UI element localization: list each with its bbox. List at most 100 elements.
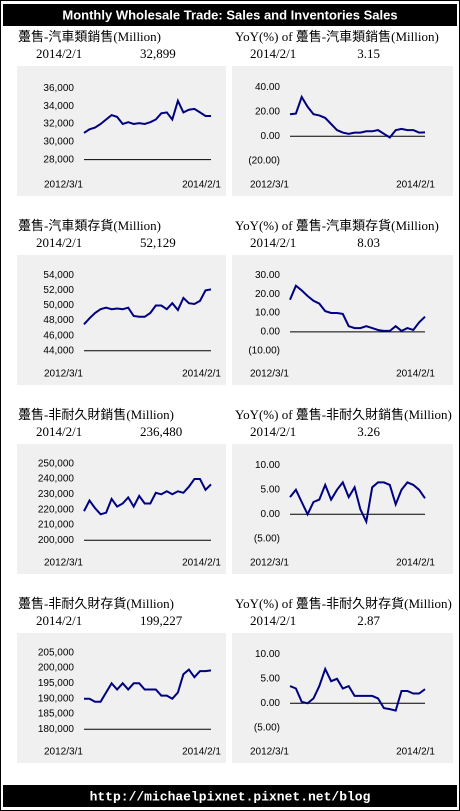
latest-value: 3.26	[357, 424, 380, 439]
data-line	[289, 284, 426, 333]
y-tick-label: 185,000	[38, 709, 75, 720]
latest-date: 2014/2/1	[36, 613, 82, 628]
y-tick-label: 250,000	[38, 458, 75, 469]
chart-title: 躉售-汽車類銷售(Million)	[18, 29, 161, 44]
header-title: Monthly Wholesale Trade: Sales and Inven…	[62, 7, 397, 22]
x-tick-label: 2014/2/1	[396, 558, 435, 569]
footer-bar	[3, 785, 457, 807]
y-tick-label: 195,000	[38, 678, 75, 689]
y-tick-label: 240,000	[38, 474, 75, 485]
x-tick-label: 2012/3/1	[44, 747, 83, 758]
y-tick-label: 40.00	[255, 82, 280, 93]
x-tick-label: 2012/3/1	[44, 180, 83, 191]
header-bar	[3, 4, 457, 26]
data-line	[84, 668, 212, 703]
y-tick-label: 10.00	[255, 308, 280, 319]
y-tick-label: (20.00)	[248, 155, 280, 166]
chart-title: 躉售-非耐久財存貨(Million)	[18, 596, 174, 611]
latest-date: 2014/2/1	[250, 46, 296, 61]
latest-date: 2014/2/1	[250, 613, 296, 628]
plot-box	[232, 444, 453, 574]
x-tick-label: 2014/2/1	[396, 369, 435, 380]
y-tick-label: 0.00	[261, 131, 281, 142]
latest-date: 2014/2/1	[36, 46, 82, 61]
y-tick-label: (5.00)	[254, 722, 280, 733]
data-line	[83, 288, 212, 325]
chart-title: YoY(%) of 躉售-汽車類存貨(Million)	[235, 218, 439, 233]
y-tick-label: 50,000	[43, 300, 74, 311]
y-tick-label: 5.00	[261, 484, 281, 495]
y-tick-label: 20.00	[255, 289, 280, 300]
plot-box	[17, 255, 226, 385]
y-tick-label: 5.00	[261, 673, 281, 684]
x-tick-label: 2012/3/1	[44, 369, 83, 380]
data-line	[83, 478, 212, 516]
plot-box	[232, 633, 453, 763]
y-tick-label: 10.00	[255, 649, 280, 660]
latest-value: 8.03	[357, 235, 380, 250]
chart-title: YoY(%) of 躉售-汽車類銷售(Million)	[235, 29, 439, 44]
plot-box	[17, 633, 226, 763]
y-tick-label: 32,000	[43, 119, 74, 130]
y-tick-label: 52,000	[43, 285, 74, 296]
latest-date: 2014/2/1	[36, 235, 82, 250]
data-line	[83, 98, 211, 134]
y-tick-label: 210,000	[38, 520, 75, 531]
y-tick-label: (10.00)	[248, 345, 280, 356]
latest-date: 2014/2/1	[250, 424, 296, 439]
data-line	[289, 94, 426, 139]
y-tick-label: 180,000	[38, 724, 75, 735]
y-tick-label: 190,000	[38, 693, 75, 704]
y-tick-label: 34,000	[43, 101, 74, 112]
latest-date: 2014/2/1	[36, 424, 82, 439]
chart-title: YoY(%) of 躉售-非耐久財存貨(Million)	[235, 596, 452, 611]
y-tick-label: 200,000	[38, 663, 75, 674]
x-tick-label: 2014/2/1	[182, 558, 221, 569]
latest-value: 199,227	[140, 613, 183, 628]
y-tick-label: 200,000	[38, 535, 75, 546]
chart-title: 躉售-汽車類存貨(Million)	[18, 218, 161, 233]
y-tick-label: 30.00	[255, 270, 280, 281]
x-tick-label: 2014/2/1	[396, 180, 435, 191]
x-tick-label: 2012/3/1	[250, 558, 289, 569]
chart-title: 躉售-非耐久財銷售(Million)	[18, 407, 174, 422]
y-tick-label: 20.00	[255, 106, 280, 117]
latest-value: 3.15	[357, 46, 380, 61]
y-tick-label: 230,000	[38, 489, 75, 500]
latest-date: 2014/2/1	[250, 235, 296, 250]
data-line	[289, 666, 426, 712]
y-tick-label: 48,000	[43, 315, 74, 326]
y-tick-label: 10.00	[255, 460, 280, 471]
y-tick-label: 0.00	[261, 509, 281, 520]
y-tick-label: 0.00	[261, 698, 281, 709]
data-line	[289, 480, 426, 525]
y-tick-label: 30,000	[43, 136, 74, 147]
x-tick-label: 2014/2/1	[396, 747, 435, 758]
y-tick-label: 28,000	[43, 154, 74, 165]
x-tick-label: 2012/3/1	[250, 180, 289, 191]
x-tick-label: 2012/3/1	[250, 747, 289, 758]
y-tick-label: 220,000	[38, 504, 75, 515]
y-tick-label: 0.00	[261, 326, 281, 337]
latest-value: 2.87	[357, 613, 380, 628]
y-tick-label: (5.00)	[254, 533, 280, 544]
x-tick-label: 2014/2/1	[182, 180, 221, 191]
plot-box	[232, 255, 453, 385]
latest-value: 52,129	[140, 235, 176, 250]
x-tick-label: 2012/3/1	[44, 558, 83, 569]
x-tick-label: 2012/3/1	[250, 369, 289, 380]
y-tick-label: 54,000	[43, 270, 74, 281]
plot-box	[17, 444, 226, 574]
y-tick-label: 44,000	[43, 345, 74, 356]
y-tick-label: 36,000	[43, 83, 74, 94]
y-tick-label: 46,000	[43, 330, 74, 341]
latest-value: 32,899	[140, 46, 176, 61]
chart-title: YoY(%) of 躉售-非耐久財銷售(Million)	[235, 407, 452, 422]
latest-value: 236,480	[140, 424, 182, 439]
x-tick-label: 2014/2/1	[182, 369, 221, 380]
y-tick-label: 205,000	[38, 647, 75, 658]
footer-url[interactable]: http://michaelpixnet.pixnet.net/blog	[90, 789, 371, 804]
x-tick-label: 2014/2/1	[182, 747, 221, 758]
plot-box	[17, 66, 226, 196]
